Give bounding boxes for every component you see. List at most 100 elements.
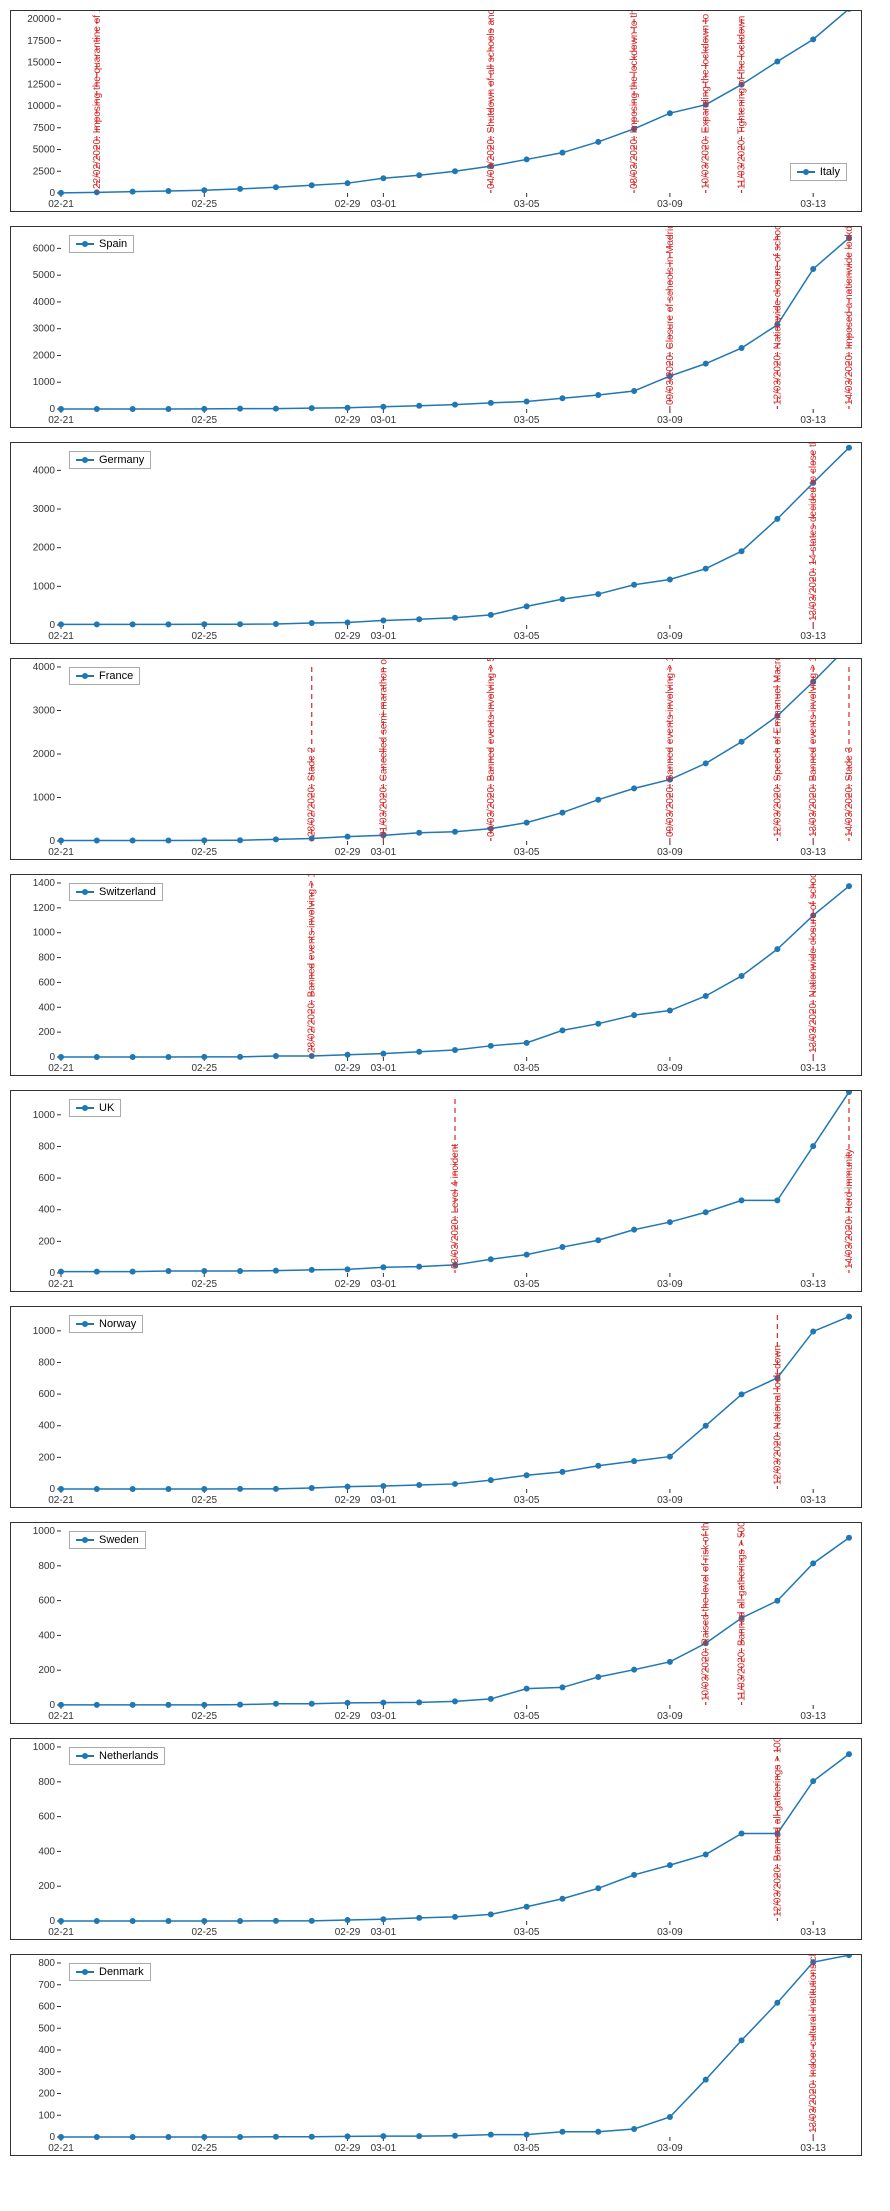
event-label: 12/03/2020: National lock-down (772, 1345, 783, 1485)
svg-text:5000: 5000 (33, 270, 56, 281)
svg-text:3000: 3000 (33, 706, 56, 717)
data-point (416, 1264, 422, 1270)
svg-text:03-01: 03-01 (371, 847, 397, 858)
data-point (488, 1043, 494, 1049)
data-point (452, 168, 458, 174)
event-label: 12/03/2020: Banned all gatherings > 100 … (772, 1739, 783, 1917)
data-point (380, 617, 386, 623)
data-point (309, 1485, 315, 1491)
data-point (667, 1454, 673, 1460)
data-point (165, 621, 171, 627)
svg-text:03-13: 03-13 (800, 1279, 826, 1290)
svg-text:200: 200 (38, 1881, 55, 1892)
data-point (739, 1197, 745, 1203)
data-point (58, 621, 64, 627)
svg-text:400: 400 (38, 2045, 55, 2056)
svg-text:03-09: 03-09 (657, 1063, 683, 1074)
data-point (452, 615, 458, 621)
data-point (309, 1701, 315, 1707)
data-point (810, 36, 816, 42)
svg-text:1000: 1000 (33, 1526, 56, 1537)
event-label: 09/03/2020: Banned events involving > 10… (665, 659, 676, 837)
data-point (273, 1918, 279, 1924)
svg-text:1200: 1200 (33, 903, 56, 914)
svg-text:2500: 2500 (33, 166, 56, 177)
data-point (94, 1486, 100, 1492)
legend-label: France (99, 670, 133, 682)
series-line (61, 448, 849, 625)
data-point (130, 1702, 136, 1708)
data-point (237, 2134, 243, 2140)
svg-text:2000: 2000 (33, 749, 56, 760)
data-point (524, 398, 530, 404)
event-marker: 13/03/2020: 14 states decided to close t… (808, 443, 819, 625)
data-point (739, 345, 745, 351)
svg-text:400: 400 (38, 1205, 55, 1216)
data-point (130, 2134, 136, 2140)
svg-text:800: 800 (38, 1561, 55, 1572)
data-point (703, 361, 709, 367)
data-point (416, 830, 422, 836)
data-point (58, 837, 64, 843)
data-point (631, 1458, 637, 1464)
svg-text:02-29: 02-29 (335, 1063, 361, 1074)
svg-text:03-13: 03-13 (800, 1927, 826, 1938)
data-point (559, 1244, 565, 1250)
data-point (703, 1423, 709, 1429)
event-marker: 28/02/2020: Stade 2 (307, 667, 318, 841)
legend-label: Sweden (99, 1534, 139, 1546)
data-point (667, 1659, 673, 1665)
svg-text:3000: 3000 (33, 324, 56, 335)
svg-text:03-05: 03-05 (514, 415, 540, 426)
svg-text:03-05: 03-05 (514, 1063, 540, 1074)
chart-france: 0100020003000400002-2102-2502-2903-0103-… (10, 658, 862, 860)
event-label: 13/03/2020: Banned events involving > 10… (808, 659, 819, 837)
event-marker: 08/03/2020: Imposing the lockdown to the… (629, 11, 640, 193)
svg-text:600: 600 (38, 1389, 55, 1400)
svg-text:300: 300 (38, 2067, 55, 2078)
event-marker: 11/03/2020: Tightening of the lockdown (737, 16, 748, 193)
data-point (416, 1482, 422, 1488)
data-point (595, 1674, 601, 1680)
data-point (631, 388, 637, 394)
data-point (631, 1872, 637, 1878)
data-point (309, 1267, 315, 1273)
legend-swatch (76, 1755, 94, 1757)
svg-text:02-29: 02-29 (335, 1495, 361, 1506)
data-point (524, 1686, 530, 1692)
event-label: 13/03/2020: Indoor cultural institutions… (808, 1955, 819, 2133)
data-point (165, 188, 171, 194)
data-point (739, 1391, 745, 1397)
charts-container: 0250050007500100001250015000175002000002… (10, 10, 880, 2156)
svg-text:02-21: 02-21 (48, 1279, 74, 1290)
event-label: 14/03/2020: Imposed a nationwide lockdow… (844, 227, 855, 405)
legend-swatch (76, 459, 94, 461)
legend: Spain (69, 235, 134, 253)
event-marker: 13/03/2020: Indoor cultural institutions… (808, 1955, 819, 2137)
svg-text:03-01: 03-01 (371, 631, 397, 642)
data-point (739, 739, 745, 745)
data-point (416, 2133, 422, 2139)
data-point (703, 1852, 709, 1858)
data-point (94, 1054, 100, 1060)
svg-text:800: 800 (38, 1777, 55, 1788)
data-point (345, 1917, 351, 1923)
svg-text:03-09: 03-09 (657, 199, 683, 210)
data-point (595, 797, 601, 803)
svg-text:200: 200 (38, 1236, 55, 1247)
event-label: 11/03/2020: Banned all gatherings > 500 … (737, 1523, 748, 1701)
svg-text:02-29: 02-29 (335, 1927, 361, 1938)
data-point (201, 1486, 207, 1492)
svg-text:03-13: 03-13 (800, 847, 826, 858)
data-point (273, 1053, 279, 1059)
data-point (774, 946, 780, 952)
data-point (273, 406, 279, 412)
data-point (559, 1684, 565, 1690)
data-point (595, 1463, 601, 1469)
data-point (667, 1008, 673, 1014)
event-label: 01/03/2020: Cancelled semi-marathon of P… (378, 659, 389, 837)
legend-label: Denmark (99, 1966, 144, 1978)
event-marker: 12/03/2020: Banned all gatherings > 100 … (772, 1739, 783, 1921)
data-point (846, 1535, 852, 1541)
data-point (739, 2037, 745, 2043)
